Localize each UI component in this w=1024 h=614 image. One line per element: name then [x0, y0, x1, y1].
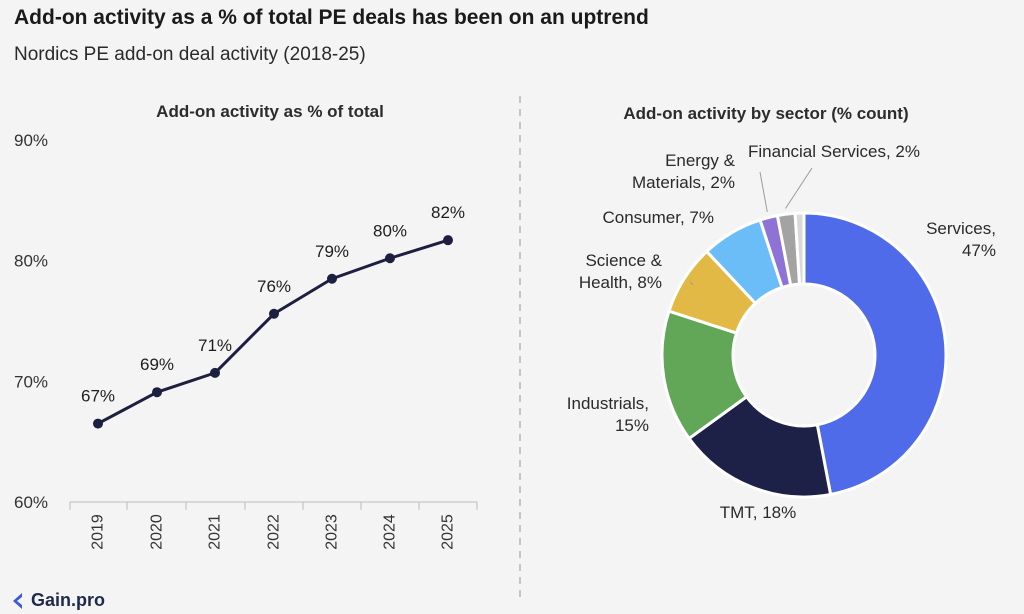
data-point: [210, 367, 220, 378]
slice-label-line: Industrials,: [567, 394, 649, 413]
y-tick-label: 90%: [14, 131, 48, 150]
donut-slice: [802, 211, 948, 497]
data-label: 80%: [373, 221, 407, 240]
leader-line: [785, 167, 813, 209]
data-label: 71%: [198, 336, 232, 355]
x-tick-label: 2019: [90, 514, 107, 550]
slice-label-line: Consumer, 7%: [603, 208, 715, 227]
page-title: Add-on activity as a % of total PE deals…: [14, 6, 649, 29]
data-label: 82%: [431, 203, 465, 222]
donut-chart: Services, 47% TMT, 18% Industrials, 15% Scien…: [567, 142, 996, 522]
slice-label-line: Energy &: [665, 151, 736, 170]
data-label: 79%: [315, 242, 349, 261]
data-point: [152, 387, 162, 398]
donut-slice: [687, 394, 833, 499]
slice-label: Science & Health, 8%: [579, 251, 663, 292]
slice-label-line: Science &: [585, 251, 662, 270]
slice-label: TMT, 18%: [720, 503, 797, 522]
slice-label-line: 47%: [962, 241, 996, 260]
leader-line: [759, 171, 768, 213]
data-point: [269, 308, 279, 319]
x-tick-label: 2021: [207, 514, 224, 550]
data-point: [443, 235, 453, 246]
slice-label: Services, 47%: [926, 219, 996, 260]
x-tick-label: 2025: [440, 514, 457, 550]
y-tick-label: 70%: [14, 372, 48, 391]
x-tick-label: 2020: [149, 514, 166, 550]
slice-label-line: TMT, 18%: [720, 503, 797, 522]
gain-logo-icon: [13, 592, 22, 609]
x-tick-label: 2022: [266, 514, 283, 550]
data-label: 69%: [140, 355, 174, 374]
y-tick-label: 60%: [14, 493, 48, 512]
slice-label-line: 15%: [615, 416, 649, 435]
slice-label: Energy & Materials, 2%: [632, 151, 736, 192]
data-point: [327, 273, 337, 284]
line-chart-title: Add-on activity as % of total: [156, 102, 384, 121]
series-line: [97, 238, 449, 425]
x-tick-label: 2023: [324, 514, 341, 550]
data-label: 67%: [81, 387, 115, 406]
donut-slice: [793, 211, 806, 286]
data-label: 76%: [257, 277, 291, 296]
brand-name: Gain.pro: [31, 590, 106, 610]
leader-line: [689, 281, 694, 286]
data-point: [93, 418, 103, 429]
slice-label: Industrials, 15%: [567, 394, 649, 435]
brand-logo: Gain.pro: [10, 590, 105, 611]
donut-chart-title: Add-on activity by sector (% count): [623, 104, 908, 123]
page-subtitle: Nordics PE add-on deal activity (2018-25…: [14, 44, 366, 65]
x-tick-label: 2024: [382, 514, 399, 550]
line-chart: 60% 70% 80% 90% 2019 2020 2021 2022 2023 2024 2025…: [14, 131, 478, 550]
slice-label-line: Health, 8%: [579, 273, 662, 292]
y-tick-label: 80%: [14, 252, 48, 271]
slice-label: Consumer, 7%: [603, 208, 715, 227]
slice-label-line: Financial Services, 2%: [748, 142, 920, 161]
slice-label-line: Services,: [926, 219, 996, 238]
slice-label: Financial Services, 2%: [748, 142, 920, 161]
data-point: [385, 253, 395, 264]
slice-label-line: Materials, 2%: [632, 173, 735, 192]
